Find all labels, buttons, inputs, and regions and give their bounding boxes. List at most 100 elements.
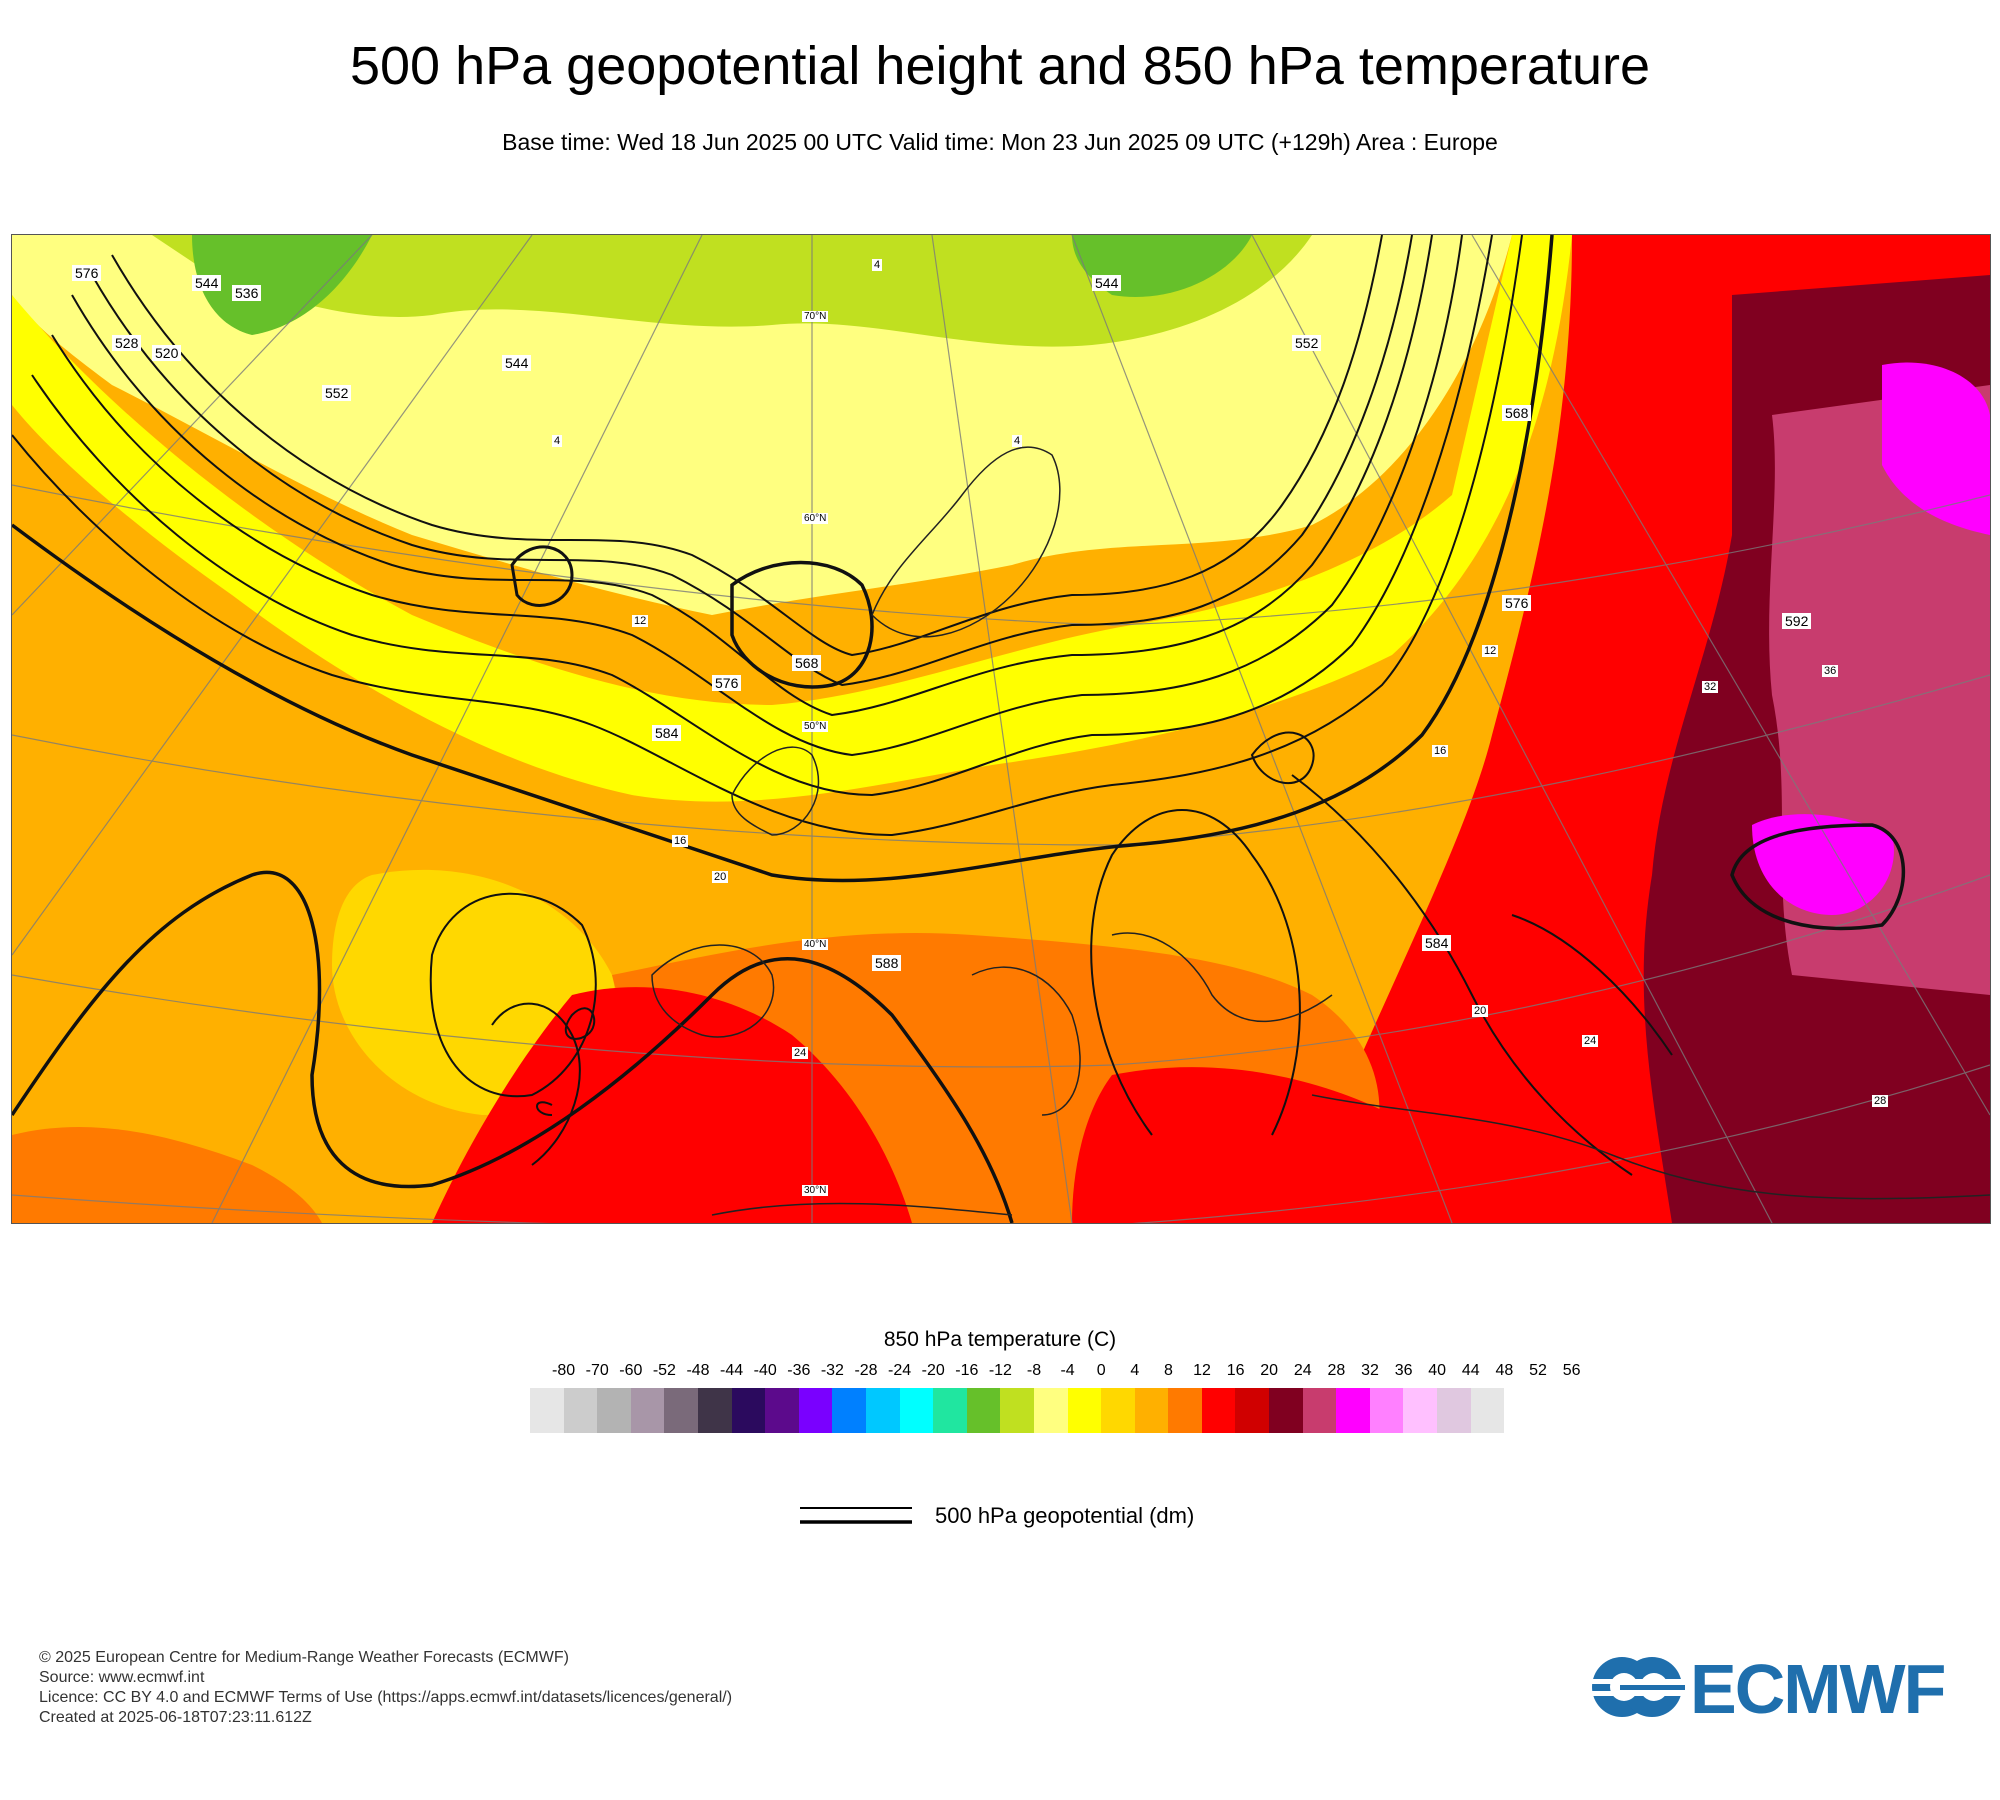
source-text[interactable]: Source: www.ecmwf.int (39, 1669, 205, 1686)
contour-label: 568 (792, 655, 822, 671)
contour-label: 584 (652, 725, 682, 741)
colorbar-tick-label: -16 (955, 1362, 979, 1379)
colorbar-tick-label: -28 (854, 1362, 878, 1379)
colorbar-tick-label: 16 (1226, 1362, 1245, 1379)
colorbar-swatch (630, 1388, 665, 1433)
colorbar-swatch (1201, 1388, 1236, 1433)
temp-label: 36 (1822, 665, 1839, 677)
chart-subtitle: Base time: Wed 18 Jun 2025 00 UTC Valid … (502, 129, 1498, 155)
legend-title: 850 hPa temperature (C) (883, 1328, 1117, 1351)
colorbar-swatch (899, 1388, 934, 1433)
copyright-text: © 2025 European Centre for Medium-Range … (39, 1649, 569, 1666)
contour-label: 544 (1092, 275, 1122, 291)
contour-label: 568 (1502, 405, 1532, 421)
colorbar-swatch (933, 1388, 967, 1433)
contour-label: 576 (712, 675, 742, 691)
coastlines (651, 446, 1990, 1216)
line-legend-label: 500 hPa geopotential (dm) (935, 1503, 1195, 1528)
temp-field-yellow-band (12, 235, 1572, 802)
colorbar-tick-label: 8 (1163, 1362, 1173, 1379)
temp-label: 16 (672, 835, 689, 847)
colorbar-swatch (1168, 1388, 1202, 1433)
chart-title: 500 hPa geopotential height and 850 hPa … (349, 36, 1650, 96)
contour-label: 576 (72, 265, 102, 281)
colorbar-swatch (765, 1388, 799, 1433)
temp-label: 20 (712, 871, 729, 883)
colorbar-tick-label: -44 (720, 1362, 744, 1379)
map-panel[interactable]: 552 544 552 568 576 568 576 584 592 584 … (11, 234, 1991, 1224)
temp-label: 4 (872, 259, 883, 271)
temp-label: 24 (1582, 1035, 1599, 1047)
colorbar-swatch (966, 1388, 1001, 1433)
colorbar-tick-label: -12 (988, 1362, 1012, 1379)
colorbar-swatch (1437, 1388, 1471, 1433)
temp-label: 20 (1472, 1005, 1489, 1017)
colorbar-swatch (1470, 1388, 1505, 1433)
colorbar-tick-label: 28 (1327, 1362, 1346, 1379)
colorbar-tick-label: -36 (787, 1362, 811, 1379)
colorbar-tick-label: -80 (552, 1362, 576, 1379)
temp-label: 28 (1872, 1095, 1889, 1107)
colorbar-tick-label: 40 (1428, 1362, 1447, 1379)
colorbar-swatch (1000, 1388, 1034, 1433)
colorbar-tick-label: -32 (820, 1362, 844, 1379)
colorbar-tick-label: 48 (1495, 1362, 1514, 1379)
temp-field-green-patch (192, 235, 372, 335)
colorbar-swatch (1403, 1388, 1438, 1433)
created-text: Created at 2025-06-18T07:23:11.612Z (39, 1709, 312, 1726)
temp-label: 12 (1482, 645, 1499, 657)
geopotential-contours (12, 235, 1905, 1223)
colorbar-tick-label: -20 (921, 1362, 945, 1379)
colorbar-tick-label: -4 (1060, 1362, 1075, 1379)
colorbar-swatch (832, 1388, 866, 1433)
contour-line-sample (800, 1507, 912, 1524)
colorbar-swatch (1369, 1388, 1404, 1433)
colorbar-swatch (563, 1388, 598, 1433)
colorbar-tick-label: -60 (619, 1362, 643, 1379)
colorbar-tick-label: 44 (1461, 1362, 1480, 1379)
contour-label: 520 (152, 345, 182, 361)
colorbar-tick-label: 32 (1361, 1362, 1379, 1379)
colorbar-tick-label: -24 (888, 1362, 912, 1379)
colorbar-swatch (1235, 1388, 1270, 1433)
colorbar-swatch (664, 1388, 698, 1433)
colorbar-tick-label: -48 (686, 1362, 710, 1379)
latitude-label: 60°N (802, 513, 829, 524)
temp-label: 4 (552, 435, 563, 447)
colorbar-tick-label: -70 (585, 1362, 609, 1379)
colorbar-tick-label: -8 (1026, 1362, 1042, 1379)
colorbar-tick-label: 0 (1096, 1362, 1106, 1379)
colorbar-tick-label: 12 (1193, 1362, 1211, 1379)
colorbar-tick-label: 20 (1260, 1362, 1279, 1379)
temp-label: 32 (1702, 681, 1719, 693)
latitude-label: 30°N (802, 1185, 829, 1196)
colorbar-tick-label: -52 (652, 1362, 676, 1379)
contour-label: 528 (112, 335, 142, 351)
colorbar-swatch (697, 1388, 732, 1433)
ecmwf-logo[interactable]: ECMWF (1590, 1650, 1965, 1728)
contour-label: 544 (502, 355, 532, 371)
contour-label: 592 (1782, 613, 1812, 629)
temp-label: 4 (1012, 435, 1023, 447)
contour-label: 536 (232, 285, 262, 301)
line-legend: 500 hPa geopotential (dm) (800, 1500, 1400, 1540)
colorbar-tick-label: 24 (1293, 1362, 1312, 1379)
temp-label: 24 (792, 1047, 809, 1059)
colorbar-swatch (798, 1388, 833, 1433)
temp-field-pink-ne (1882, 362, 1990, 535)
colorbar-tick-label: 4 (1130, 1362, 1140, 1379)
licence-text[interactable]: Licence: CC BY 4.0 and ECMWF Terms of Us… (39, 1689, 733, 1706)
colorbar (530, 1388, 1505, 1433)
footer: © 2025 European Centre for Medium-Range … (39, 1648, 732, 1728)
latitude-label: 70°N (802, 311, 829, 322)
temp-field-extreme (1752, 814, 1894, 915)
temp-field-sw-orange (12, 1126, 322, 1223)
latitude-label: 50°N (802, 721, 829, 732)
colorbar-swatch (1101, 1388, 1135, 1433)
colorbar-tick-label: 36 (1394, 1362, 1413, 1379)
temp-field-africa-red-2 (1072, 1067, 1412, 1223)
colorbar-swatch (1302, 1388, 1337, 1433)
colorbar-swatch (530, 1388, 564, 1433)
colorbar-swatch (1269, 1388, 1303, 1433)
ecmwf-logo-text: ECMWF (1690, 1650, 1946, 1728)
